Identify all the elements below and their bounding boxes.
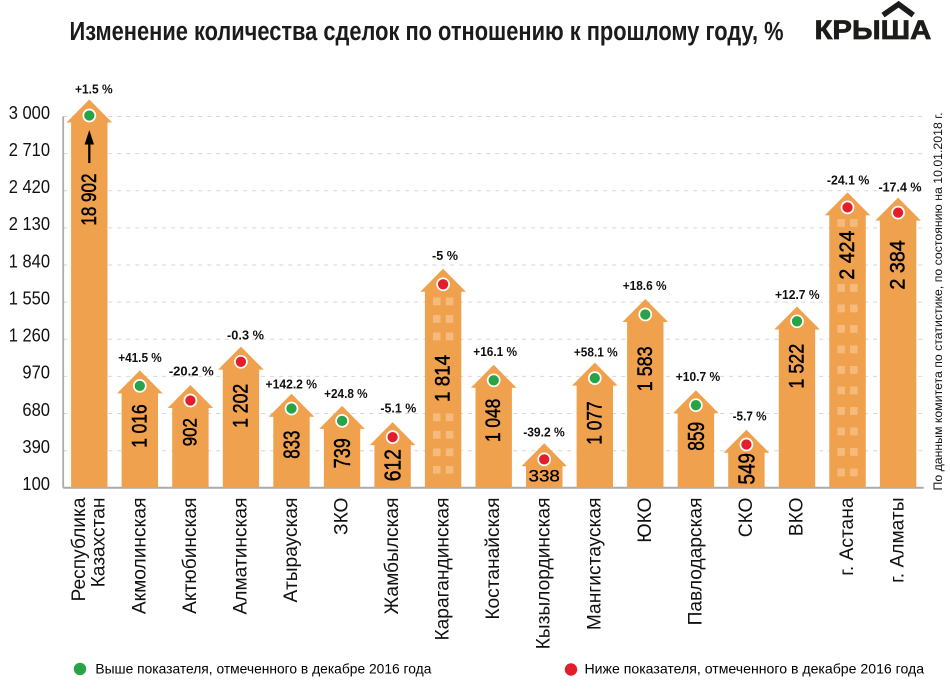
svg-text:680: 680 <box>22 400 50 420</box>
svg-text:ВКО: ВКО <box>787 498 808 537</box>
svg-text:Изменение количества сделок по: Изменение количества сделок по отношению… <box>70 18 784 46</box>
svg-text:Павлодарская: Павлодарская <box>685 498 706 626</box>
svg-text:+18.6 %: +18.6 % <box>623 278 667 293</box>
svg-text:2 420: 2 420 <box>9 177 50 197</box>
svg-text:2 710: 2 710 <box>9 140 50 160</box>
svg-text:1 077: 1 077 <box>583 401 606 444</box>
svg-text:Атырауская: Атырауская <box>281 498 302 603</box>
svg-text:338: 338 <box>529 467 560 486</box>
svg-text:+58.1 %: +58.1 % <box>574 344 618 359</box>
svg-text:+41.5 %: +41.5 % <box>118 350 162 365</box>
svg-text:859: 859 <box>683 422 709 451</box>
svg-text:+24.8 %: +24.8 % <box>324 386 368 401</box>
svg-text:-5 %: -5 % <box>432 248 458 263</box>
svg-text:549: 549 <box>733 453 759 485</box>
svg-text:г. Алматы: г. Алматы <box>888 498 909 583</box>
svg-text:2 130: 2 130 <box>9 214 50 234</box>
svg-text:1 583: 1 583 <box>634 346 657 391</box>
svg-text:18 902: 18 902 <box>78 174 101 226</box>
svg-text:+1.5 %: +1.5 % <box>75 81 113 96</box>
svg-text:739: 739 <box>329 438 355 468</box>
svg-text:1 840: 1 840 <box>9 251 50 271</box>
svg-text:+142.2 %: +142.2 % <box>266 376 318 391</box>
svg-text:390: 390 <box>22 437 50 457</box>
svg-text:Алматинская: Алматинская <box>230 498 251 615</box>
svg-text:1 048: 1 048 <box>482 399 505 442</box>
svg-text:1 016: 1 016 <box>128 404 151 447</box>
svg-text:Кызылординская: Кызылординская <box>534 498 555 650</box>
svg-text:КРЫША: КРЫША <box>815 15 932 45</box>
svg-text:-39.2 %: -39.2 % <box>523 425 565 440</box>
svg-text:Жамбылская: Жамбылская <box>382 498 403 615</box>
svg-text:-5.7 %: -5.7 % <box>733 408 767 423</box>
svg-text:3 000: 3 000 <box>9 103 50 123</box>
svg-text:Мангистауская: Мангистауская <box>584 498 605 631</box>
svg-text:-24.1 %: -24.1 % <box>827 173 870 188</box>
svg-text:Республика: Республика <box>69 497 90 601</box>
svg-text:По данным комитета по статисти: По данным комитета по статистике, по сос… <box>931 112 945 490</box>
svg-text:612: 612 <box>380 449 406 481</box>
svg-text:-0.3 %: -0.3 % <box>227 328 264 343</box>
svg-text:2 424: 2 424 <box>836 230 859 279</box>
svg-text:100: 100 <box>22 474 50 494</box>
svg-text:-5.1 %: -5.1 % <box>380 400 416 415</box>
svg-text:Костанайская: Костанайская <box>483 498 504 620</box>
svg-text:1 550: 1 550 <box>9 288 50 308</box>
svg-text:СКО: СКО <box>736 498 757 538</box>
svg-text:+12.7 %: +12.7 % <box>775 287 820 302</box>
svg-text:Казахстан: Казахстан <box>89 498 110 588</box>
svg-text:Акмолинская: Акмолинская <box>129 498 150 615</box>
svg-text:-20.2 %: -20.2 % <box>169 364 214 379</box>
svg-text:902: 902 <box>179 418 201 446</box>
svg-text:+16.1 %: +16.1 % <box>473 344 517 359</box>
svg-text:970: 970 <box>22 363 50 383</box>
svg-text:2 384: 2 384 <box>887 240 910 290</box>
svg-text:Карагандинская: Карагандинская <box>433 497 454 640</box>
svg-text:833: 833 <box>279 431 305 459</box>
svg-text:+10.7 %: +10.7 % <box>676 369 721 384</box>
svg-text:Ниже показателя, отмеченного в: Ниже показателя, отмеченного в декабре 2… <box>585 661 925 677</box>
svg-text:Выше показателя, отмеченного в: Выше показателя, отмеченного в декабре 2… <box>95 660 431 676</box>
svg-text:1 814: 1 814 <box>432 355 455 402</box>
svg-text:г. Астана: г. Астана <box>837 497 858 576</box>
svg-text:1 522: 1 522 <box>786 344 809 389</box>
svg-text:Актюбинская: Актюбинская <box>180 498 201 614</box>
svg-text:1 202: 1 202 <box>229 384 252 428</box>
svg-text:ЗКО: ЗКО <box>332 498 353 535</box>
svg-text:-17.4 %: -17.4 % <box>878 179 922 194</box>
svg-text:1 260: 1 260 <box>9 326 50 346</box>
svg-text:ЮКО: ЮКО <box>635 498 656 543</box>
